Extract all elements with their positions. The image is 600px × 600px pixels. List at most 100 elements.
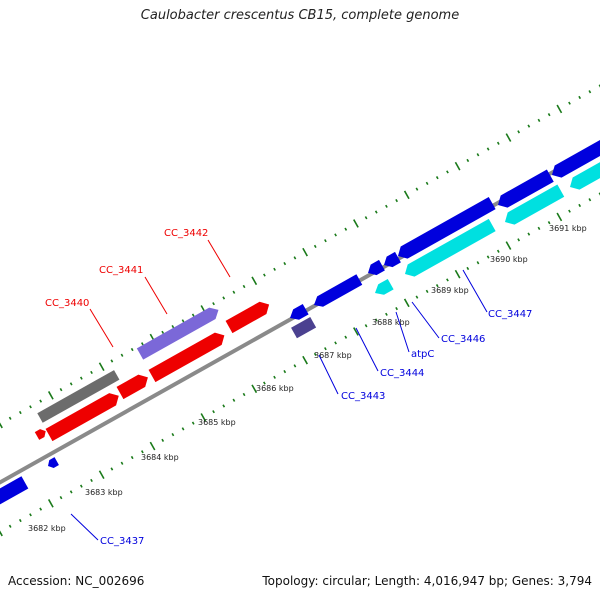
feature-cds-reverse[interactable] [498, 169, 554, 208]
accession-text: Accession: NC_002696 [8, 574, 145, 588]
feature-cds-reverse[interactable] [314, 274, 363, 307]
minor-tick [8, 524, 12, 528]
minor-tick [385, 312, 388, 316]
minor-tick [273, 375, 276, 379]
gene-label-cc3444[interactable]: CC_3444 [380, 368, 424, 379]
gene-label-cc3443[interactable]: CC_3443 [341, 391, 385, 402]
minor-tick [79, 376, 83, 380]
minor-tick [283, 261, 287, 266]
minor-tick [8, 416, 12, 420]
major-tick [505, 241, 512, 250]
gene-label-cc3447[interactable]: CC_3447 [488, 309, 532, 320]
minor-tick [90, 370, 93, 375]
minor-tick [486, 147, 490, 151]
feature-cds-reverse[interactable] [48, 457, 59, 468]
minor-tick [273, 267, 276, 271]
minor-tick [39, 399, 43, 403]
minor-tick [263, 381, 266, 385]
scale-label: 3684 kbp [141, 453, 179, 462]
minor-tick [385, 204, 388, 208]
minor-tick [29, 405, 32, 409]
major-tick [403, 298, 410, 308]
minor-tick [293, 364, 297, 368]
feature-cds-forward[interactable] [34, 429, 46, 440]
minor-tick [120, 353, 124, 357]
minor-tick [364, 216, 368, 220]
feature-cds-reverse[interactable] [0, 476, 29, 505]
feature-other-forward[interactable] [136, 307, 219, 360]
callout-line [395, 311, 410, 353]
feature-rna[interactable] [405, 218, 496, 277]
gene-labels: CC_3440 CC_3441 CC_3442 CC_3437 CC_3443 … [45, 228, 532, 547]
gene-label-atpc[interactable]: atpC [411, 349, 434, 360]
minor-tick [344, 335, 348, 339]
scale-label: 3689 kbp [431, 286, 469, 295]
minor-tick [496, 249, 500, 253]
minor-tick [517, 130, 521, 134]
gene-label-cc3442[interactable]: CC_3442 [164, 228, 208, 239]
callout-line [462, 269, 488, 313]
minor-tick [537, 226, 541, 230]
minor-tick [496, 141, 500, 145]
feature-cds-forward[interactable] [45, 393, 119, 442]
major-tick [556, 104, 563, 114]
feature-cds-reverse[interactable] [398, 196, 496, 259]
minor-tick [191, 421, 195, 425]
feature-cds-reverse[interactable] [290, 303, 309, 320]
feature-pseudo[interactable] [37, 370, 120, 423]
minor-tick [395, 198, 398, 203]
minor-tick [324, 239, 327, 243]
minor-tick [435, 176, 439, 180]
major-tick [353, 327, 359, 336]
minor-tick [18, 410, 22, 415]
minor-tick [313, 244, 317, 249]
major-tick [251, 384, 258, 394]
minor-tick [29, 513, 32, 517]
minor-tick [90, 478, 93, 483]
minor-tick [415, 187, 419, 191]
gene-label-cc3440[interactable]: CC_3440 [45, 298, 89, 309]
minor-tick [18, 518, 22, 523]
minor-tick [476, 153, 480, 157]
minor-tick [334, 341, 337, 345]
callout-line [318, 354, 339, 395]
minor-tick [59, 388, 63, 392]
scale-label: 3685 kbp [198, 418, 236, 427]
gene-label-cc3437[interactable]: CC_3437 [100, 536, 144, 547]
feature-rna[interactable] [375, 278, 394, 295]
feature-rna[interactable] [505, 184, 565, 225]
minor-tick [191, 313, 195, 317]
callout-line [207, 239, 231, 278]
minor-tick [181, 427, 185, 431]
minor-tick [364, 324, 368, 328]
minor-tick [181, 319, 185, 323]
scale-label: 3683 kbp [85, 488, 123, 497]
minor-tick [263, 273, 266, 277]
scale-label: 3686 kbp [256, 384, 294, 393]
minor-tick [435, 284, 439, 288]
minor-tick [313, 352, 317, 357]
feature-cds-reverse[interactable] [368, 259, 385, 276]
features-layer [0, 139, 600, 505]
callout-line [70, 513, 99, 541]
minor-tick [120, 461, 124, 465]
feature-cds-forward[interactable] [148, 332, 225, 383]
feature-cds-forward[interactable] [225, 301, 270, 334]
major-tick [47, 499, 54, 508]
major-tick [556, 212, 563, 222]
feature-rna[interactable] [570, 161, 600, 190]
minor-tick [588, 90, 592, 94]
minor-tick [69, 382, 73, 386]
gene-label-cc3446[interactable]: CC_3446 [441, 334, 485, 345]
feature-cds-forward[interactable] [116, 374, 148, 400]
minor-tick [547, 221, 551, 225]
feature-other-reverse[interactable] [291, 316, 317, 339]
feature-cds-reverse[interactable] [384, 251, 401, 268]
minor-tick [212, 410, 215, 414]
major-tick [302, 355, 308, 365]
gene-label-cc3441[interactable]: CC_3441 [99, 265, 143, 276]
major-tick [200, 413, 207, 422]
feature-cds-reverse[interactable] [552, 139, 600, 178]
major-tick [98, 362, 105, 372]
